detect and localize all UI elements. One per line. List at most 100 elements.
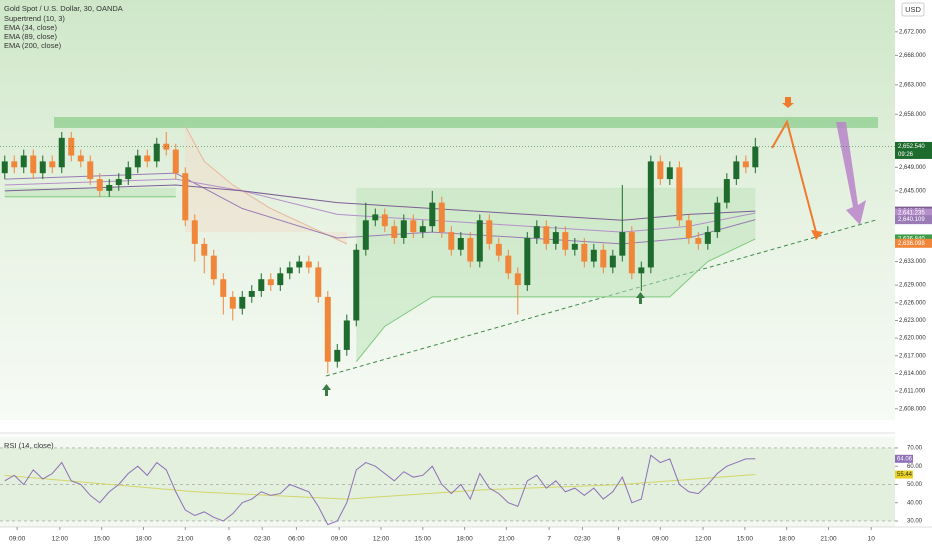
price-label-box — [895, 208, 932, 218]
candle-body — [524, 237, 531, 286]
y-tick-label: 2,668.000 — [899, 53, 926, 59]
rsi-value-label: 64.06 — [897, 456, 913, 462]
candle-body — [486, 220, 493, 244]
candle-body — [49, 161, 56, 168]
x-tick-label: 7 — [547, 536, 551, 543]
candle-body — [733, 161, 740, 180]
x-tick-label: 9 — [617, 536, 621, 543]
x-tick-label: 12:00 — [373, 536, 390, 543]
candle-body — [438, 202, 445, 233]
currency: USD — [905, 5, 921, 14]
candle-body — [134, 155, 141, 168]
candle-body — [210, 255, 217, 280]
x-tick-label: 10 — [868, 536, 876, 543]
x-tick-label: 18:00 — [456, 536, 473, 543]
x-tick-label: 18:00 — [135, 536, 152, 543]
candle-body — [305, 261, 312, 268]
y-tick-label: 2,620.000 — [899, 336, 926, 342]
x-tick-label: 21:00 — [498, 536, 515, 543]
candle-body — [619, 232, 626, 256]
candle-body — [410, 220, 417, 233]
candle-body — [476, 220, 483, 262]
candle-body — [628, 232, 635, 274]
x-tick-label: 15:00 — [94, 536, 111, 543]
candle-body — [666, 167, 673, 180]
y-tick-label: 2,645.000 — [899, 188, 926, 194]
y-tick-label: 2,614.000 — [899, 371, 926, 377]
candle-body — [20, 155, 27, 168]
price-label: 2,641.235 — [898, 211, 925, 217]
candle-body — [106, 184, 113, 191]
rsi-tick-label: 50.00 — [907, 482, 923, 488]
y-tick-label: 2,611.000 — [899, 389, 926, 395]
candle-body — [429, 202, 436, 227]
candle-body — [495, 243, 502, 256]
candle-body — [1, 161, 8, 174]
rsi-tick-label: 30.00 — [907, 519, 923, 525]
x-tick-label: 02:30 — [574, 536, 591, 543]
currency-box — [901, 2, 925, 17]
candle-body — [229, 296, 236, 309]
supertrend-fill — [356, 187, 756, 362]
price-label: 2,640.109 — [898, 217, 925, 223]
projection-arrow — [771, 119, 818, 237]
candle-body — [505, 255, 512, 274]
candle-body — [296, 261, 303, 268]
rsi-line — [4, 454, 756, 526]
candle-body — [286, 267, 293, 274]
candle-body — [153, 143, 160, 162]
price-label: 2,652.540 — [898, 144, 925, 150]
candle-body — [248, 290, 255, 297]
candle-body — [647, 161, 654, 268]
resistance-zone — [54, 117, 878, 128]
candle-body — [201, 243, 208, 256]
candle-body — [39, 161, 46, 174]
price-label-box — [895, 215, 932, 225]
y-tick-label: 2,626.000 — [899, 300, 926, 306]
candle-body — [657, 161, 664, 180]
candle-body — [182, 173, 189, 221]
buy-marker — [636, 292, 645, 304]
candle-body — [704, 232, 711, 244]
candle-body — [514, 273, 521, 286]
candle-body — [58, 137, 65, 168]
candle-body — [467, 237, 474, 262]
trend-line — [325, 219, 877, 377]
y-tick-label: 2,663.000 — [899, 82, 926, 88]
candle-body — [30, 155, 37, 174]
candle-body — [163, 143, 170, 150]
candle-body — [372, 214, 379, 221]
candle-body — [343, 320, 350, 350]
candle-body — [723, 179, 730, 203]
candle-body — [600, 249, 607, 268]
supertrend-line — [355, 238, 756, 362]
y-tick-label: 2,623.000 — [899, 318, 926, 324]
candle-body — [362, 220, 369, 250]
candle-body — [381, 214, 388, 227]
candle-body — [258, 279, 265, 291]
candle-body — [144, 155, 151, 162]
candle-body — [448, 232, 455, 250]
rsi-tick-label: 60.00 — [907, 464, 923, 470]
candle-body — [742, 161, 749, 168]
candle-body — [400, 220, 407, 238]
candle-body — [676, 167, 683, 221]
y-tick-label: 2,617.000 — [899, 353, 926, 359]
price-label-box — [895, 141, 932, 159]
candle-body — [638, 267, 645, 274]
candle-body — [562, 232, 569, 250]
indicator-label: Supertrend (10, 3) — [4, 14, 65, 23]
candle-body — [419, 226, 426, 233]
indicator-label: EMA (89, close) — [4, 32, 57, 41]
candle-body — [87, 161, 94, 180]
candle-body — [324, 296, 331, 362]
sell-marker — [782, 97, 794, 108]
candle-body — [68, 137, 75, 156]
rsi-ma-box — [895, 470, 913, 479]
candle-body — [571, 243, 578, 250]
candle-body — [172, 149, 179, 174]
x-tick-label: 09:00 — [9, 536, 26, 543]
y-tick-label: 2,629.000 — [899, 283, 926, 289]
rsi-label: RSI (14, close) — [4, 441, 54, 450]
y-tick-label: 2,658.000 — [899, 112, 926, 118]
